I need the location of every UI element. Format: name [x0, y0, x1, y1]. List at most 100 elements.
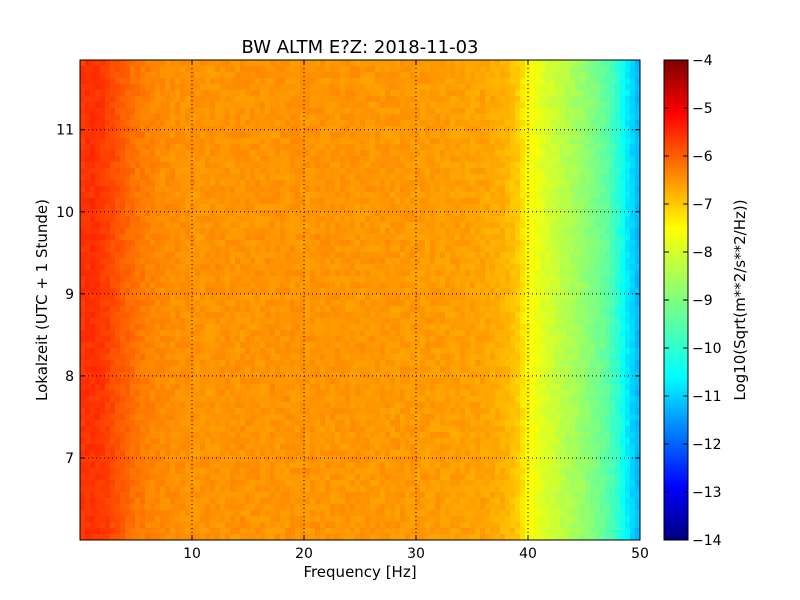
heatmap-cell [510, 300, 516, 307]
heatmap-cell [465, 294, 471, 301]
heatmap-cell [475, 300, 481, 307]
heatmap-cell [545, 162, 551, 169]
heatmap-cell [630, 138, 636, 145]
heatmap-cell [440, 126, 446, 133]
heatmap-cell [615, 240, 621, 247]
heatmap-cell [500, 252, 506, 259]
heatmap-cell [140, 324, 146, 331]
heatmap-cell [215, 240, 221, 247]
heatmap-cell [405, 240, 411, 247]
heatmap-cell [375, 126, 381, 133]
heatmap-cell [435, 300, 441, 307]
heatmap-cell [495, 102, 501, 109]
heatmap-cell [255, 264, 261, 271]
heatmap-cell [135, 108, 141, 115]
heatmap-cell [135, 258, 141, 265]
heatmap-cell [355, 204, 361, 211]
heatmap-cell [280, 318, 286, 325]
heatmap-cell [590, 240, 596, 247]
heatmap-cell [485, 60, 491, 67]
heatmap-cell [235, 144, 241, 151]
heatmap-cell [265, 264, 271, 271]
heatmap-cell [485, 246, 491, 253]
heatmap-cell [280, 288, 286, 295]
heatmap-cell [270, 60, 276, 67]
heatmap-cell [490, 282, 496, 289]
heatmap-cell [460, 264, 466, 271]
heatmap-cell [630, 198, 636, 205]
heatmap-cell [575, 258, 581, 265]
heatmap-cell [340, 276, 346, 283]
heatmap-cell [145, 114, 151, 121]
heatmap-cell [610, 282, 616, 289]
heatmap-cell [415, 114, 421, 121]
heatmap-cell [625, 132, 631, 139]
heatmap-cell [145, 102, 151, 109]
heatmap-cell [505, 240, 511, 247]
heatmap-cell [485, 156, 491, 163]
heatmap-cell [530, 180, 536, 187]
heatmap-cell [615, 156, 621, 163]
heatmap-cell [250, 60, 256, 67]
heatmap-cell [545, 210, 551, 217]
heatmap-cell [465, 246, 471, 253]
heatmap-cell [415, 234, 421, 241]
heatmap-cell [90, 90, 96, 97]
heatmap-cell [260, 210, 266, 217]
heatmap-cell [545, 246, 551, 253]
heatmap-cell [150, 78, 156, 85]
heatmap-cell [90, 324, 96, 331]
heatmap-cell [390, 150, 396, 157]
heatmap-cell [615, 282, 621, 289]
heatmap-cell [200, 126, 206, 133]
heatmap-cell [110, 174, 116, 181]
heatmap-cell [145, 72, 151, 79]
heatmap-cell [535, 198, 541, 205]
heatmap-cell [110, 78, 116, 85]
heatmap-cell [525, 306, 531, 313]
heatmap-cell [380, 144, 386, 151]
heatmap-cell [570, 102, 576, 109]
heatmap-cell [480, 114, 486, 121]
heatmap-cell [585, 66, 591, 73]
heatmap-cell [100, 60, 106, 67]
heatmap-cell [250, 150, 256, 157]
heatmap-cell [575, 174, 581, 181]
heatmap-cell [360, 168, 366, 175]
heatmap-cell [425, 60, 431, 67]
heatmap-cell [140, 252, 146, 259]
heatmap-cell [355, 300, 361, 307]
heatmap-cell [460, 174, 466, 181]
heatmap-cell [110, 84, 116, 91]
heatmap-cell [185, 78, 191, 85]
heatmap-cell [145, 276, 151, 283]
heatmap-cell [265, 216, 271, 223]
heatmap-cell [635, 258, 640, 265]
heatmap-cell [605, 282, 611, 289]
heatmap-cell [330, 282, 336, 289]
heatmap-cell [200, 120, 206, 127]
heatmap-cell [190, 234, 196, 241]
heatmap-cell [465, 120, 471, 127]
heatmap-cell [210, 222, 216, 229]
heatmap-cell [400, 294, 406, 301]
heatmap-cell [320, 120, 326, 127]
heatmap-cell [545, 96, 551, 103]
heatmap-cell [370, 216, 376, 223]
heatmap-cell [235, 240, 241, 247]
heatmap-cell [555, 270, 561, 277]
heatmap-cell [170, 138, 176, 145]
heatmap-cell [430, 90, 436, 97]
heatmap-cell [375, 264, 381, 271]
heatmap-cell [575, 216, 581, 223]
heatmap-cell [170, 168, 176, 175]
heatmap-cell [105, 144, 111, 151]
heatmap-cell [240, 84, 246, 91]
heatmap-cell [575, 66, 581, 73]
heatmap-cell [500, 168, 506, 175]
heatmap-cell [580, 156, 586, 163]
heatmap-cell [445, 180, 451, 187]
heatmap-cell [320, 234, 326, 241]
heatmap-cell [360, 240, 366, 247]
heatmap-cell [505, 246, 511, 253]
